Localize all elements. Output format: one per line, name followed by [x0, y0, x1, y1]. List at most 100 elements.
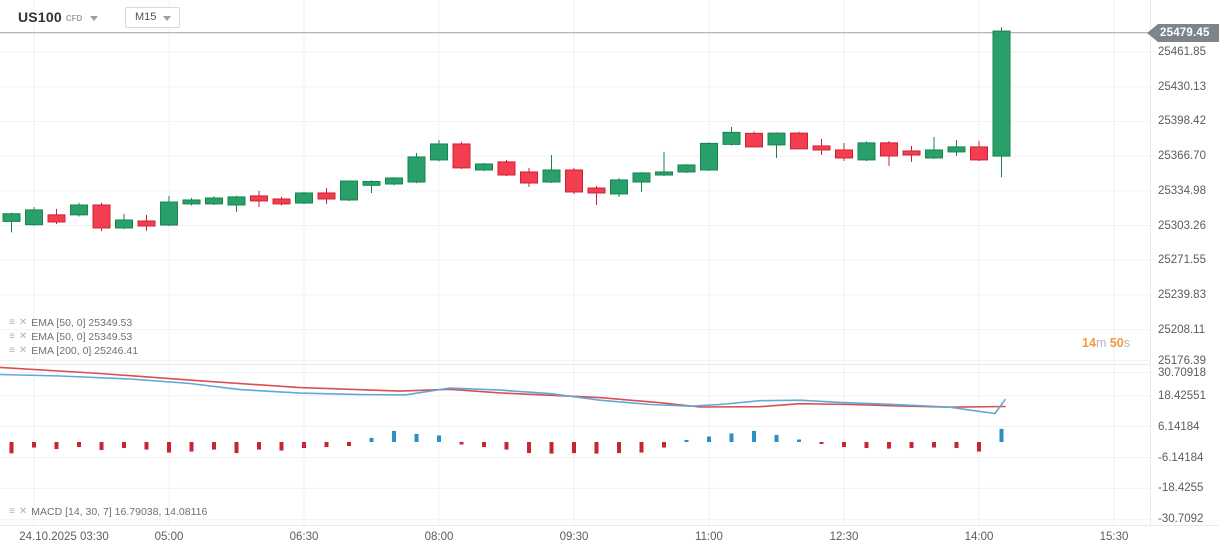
macd-histogram-bar — [414, 433, 419, 442]
candle-body — [25, 209, 43, 226]
indicator-close-icon[interactable]: ✕ — [18, 506, 28, 517]
candle-body — [497, 161, 516, 176]
candle-body — [970, 146, 988, 161]
price-tick-label: -18.4255 — [1158, 482, 1204, 495]
macd-histogram-bar — [279, 442, 284, 451]
macd-histogram-bar — [167, 442, 171, 453]
price-tick-label: -30.7092 — [1158, 513, 1204, 526]
macd-histogram-bar — [954, 442, 959, 449]
indicator-close-icon[interactable]: ✕ — [18, 316, 28, 328]
countdown-seconds: 50 — [1109, 336, 1124, 350]
chevron-down-icon — [163, 15, 172, 21]
candle-body — [250, 195, 268, 202]
candle-body — [385, 177, 403, 185]
candle-body — [812, 145, 831, 151]
macd-histogram-bar — [234, 442, 239, 454]
price-tick-label: 25208.11 — [1158, 323, 1206, 336]
candle-body — [722, 131, 741, 145]
candle-body — [182, 199, 201, 205]
price-tick-label: 25303.26 — [1158, 219, 1206, 232]
candle-body — [790, 132, 808, 150]
candle-body — [542, 169, 561, 183]
candle-body — [992, 30, 1011, 157]
macd-histogram-bar — [504, 442, 509, 450]
last-price-badge: 25479.45 — [1147, 24, 1219, 42]
ema-legend-row: ≡ ✕ EMA [50, 0] 25349.53 — [9, 330, 138, 343]
macd-histogram-bar — [639, 442, 644, 453]
macd-histogram-bar — [122, 442, 126, 449]
candle-body — [880, 142, 898, 157]
macd-line — [0, 373, 1006, 415]
price-tick-label: 25334.98 — [1158, 184, 1206, 197]
macd-histogram-bar — [189, 442, 194, 452]
last-price-value: 25479.45 — [1160, 27, 1210, 39]
candle-body — [407, 156, 426, 183]
ema-indicator-label: EMA [200, 0] 25246.41 — [31, 344, 139, 357]
indicator-settings-icon[interactable]: ≡ — [9, 316, 15, 328]
macd-signal-line — [0, 366, 1006, 409]
indicator-legend: ≡ ✕ EMA [50, 0] 25349.53 ≡ ✕ EMA [50, 0] 2534… — [9, 316, 138, 358]
indicator-settings-icon[interactable]: ≡ — [9, 506, 15, 517]
candle-body — [902, 150, 921, 156]
price-axis[interactable]: 25461.85 25430.13 25398.42 25366.70 25334.98… — [1150, 0, 1219, 525]
indicator-close-icon[interactable]: ✕ — [18, 330, 28, 342]
macd-histogram-bar — [369, 437, 374, 442]
macd-histogram-bar — [54, 442, 59, 450]
ema-legend-row: ≡ ✕ EMA [200, 0] 25246.41 — [9, 344, 138, 357]
macd-histogram-bar — [482, 442, 486, 448]
macd-histogram-bar — [77, 442, 81, 448]
macd-histogram-bar — [999, 428, 1004, 442]
indicator-settings-icon[interactable]: ≡ — [9, 344, 15, 356]
macd-histogram-bar — [887, 442, 891, 449]
macd-histogram-bar — [864, 442, 869, 449]
candle-body — [632, 172, 651, 183]
candle-body — [857, 142, 876, 161]
timeframe-dropdown[interactable]: M15 — [125, 7, 181, 28]
time-tick-label: 09:30 — [559, 531, 589, 543]
macd-histogram-bar — [932, 442, 936, 448]
price-tick-label: 6.14184 — [1158, 420, 1200, 433]
countdown-minutes: 14 — [1082, 336, 1096, 350]
candle-body — [587, 187, 606, 194]
chevron-down-icon — [90, 15, 99, 21]
price-tick-label: 25461.85 — [1158, 46, 1206, 58]
time-tick-label: 12:30 — [829, 531, 859, 543]
time-tick-label: 15:30 — [1099, 531, 1129, 543]
time-tick-label: 14:00 — [964, 531, 994, 543]
macd-histogram-bar — [684, 439, 689, 442]
bar-countdown: 14m 50s — [1082, 336, 1130, 350]
price-tick-label: 25239.83 — [1158, 288, 1206, 301]
candle-body — [205, 197, 223, 205]
candle-body — [227, 196, 246, 206]
macd-histogram-bar — [257, 442, 261, 450]
macd-histogram-bar — [99, 442, 104, 451]
macd-histogram-bar — [9, 442, 14, 454]
candle-body — [475, 163, 493, 171]
macd-histogram-bar — [729, 433, 734, 442]
macd-histogram-bar — [572, 442, 576, 454]
candle-body — [272, 198, 291, 205]
candle-body — [745, 132, 763, 148]
symbol-type-label: CFD — [65, 14, 83, 23]
macd-histogram-bar — [347, 442, 351, 447]
macd-histogram-bar — [819, 442, 824, 445]
symbol-selector[interactable]: US100 CFD — [18, 9, 99, 25]
indicator-settings-icon[interactable]: ≡ — [9, 330, 15, 342]
price-tick-label: 25366.70 — [1158, 150, 1206, 163]
candle-body — [677, 164, 696, 173]
countdown-minutes-unit: m — [1095, 336, 1107, 350]
time-tick-label: 05:00 — [154, 531, 184, 543]
macd-histogram-bar — [662, 442, 666, 448]
macd-histogram-bar — [324, 442, 329, 448]
price-tick-label: 25430.13 — [1158, 80, 1206, 93]
price-tick-label: 25398.42 — [1158, 115, 1206, 128]
candle-body — [137, 220, 156, 227]
candle-body — [2, 213, 21, 222]
price-tick-label: -6.14184 — [1158, 451, 1204, 464]
time-axis[interactable]: 24.10.2025 03:30 05:00 06:30 08:00 09:30 11:0… — [0, 525, 1219, 549]
indicator-close-icon[interactable]: ✕ — [18, 344, 28, 356]
macd-histogram-bar — [392, 430, 396, 442]
macd-histogram-bar — [909, 442, 914, 449]
price-tick-label: 25271.55 — [1158, 254, 1206, 267]
